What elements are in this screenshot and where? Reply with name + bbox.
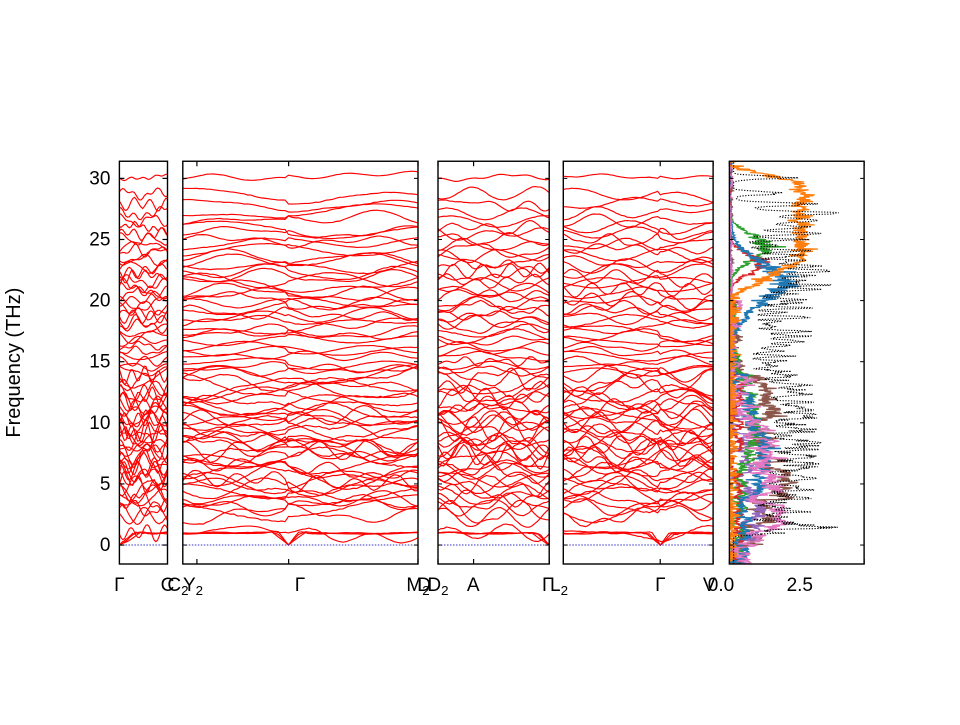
- svg-text:A: A: [467, 575, 480, 596]
- svg-text:25: 25: [89, 229, 110, 250]
- svg-text:30: 30: [89, 168, 110, 189]
- svg-text:0.0: 0.0: [708, 575, 734, 596]
- svg-text:0: 0: [100, 535, 111, 556]
- svg-text:Γ: Γ: [114, 575, 124, 596]
- svg-text:15: 15: [89, 352, 110, 373]
- svg-text:2.5: 2.5: [787, 575, 813, 596]
- svg-text:Γ: Γ: [295, 575, 305, 596]
- svg-text:10: 10: [89, 413, 110, 434]
- svg-text:Γ: Γ: [655, 575, 665, 596]
- svg-text:5: 5: [100, 474, 111, 495]
- svg-text:Frequency (THz): Frequency (THz): [3, 288, 25, 438]
- svg-text:20: 20: [89, 291, 110, 312]
